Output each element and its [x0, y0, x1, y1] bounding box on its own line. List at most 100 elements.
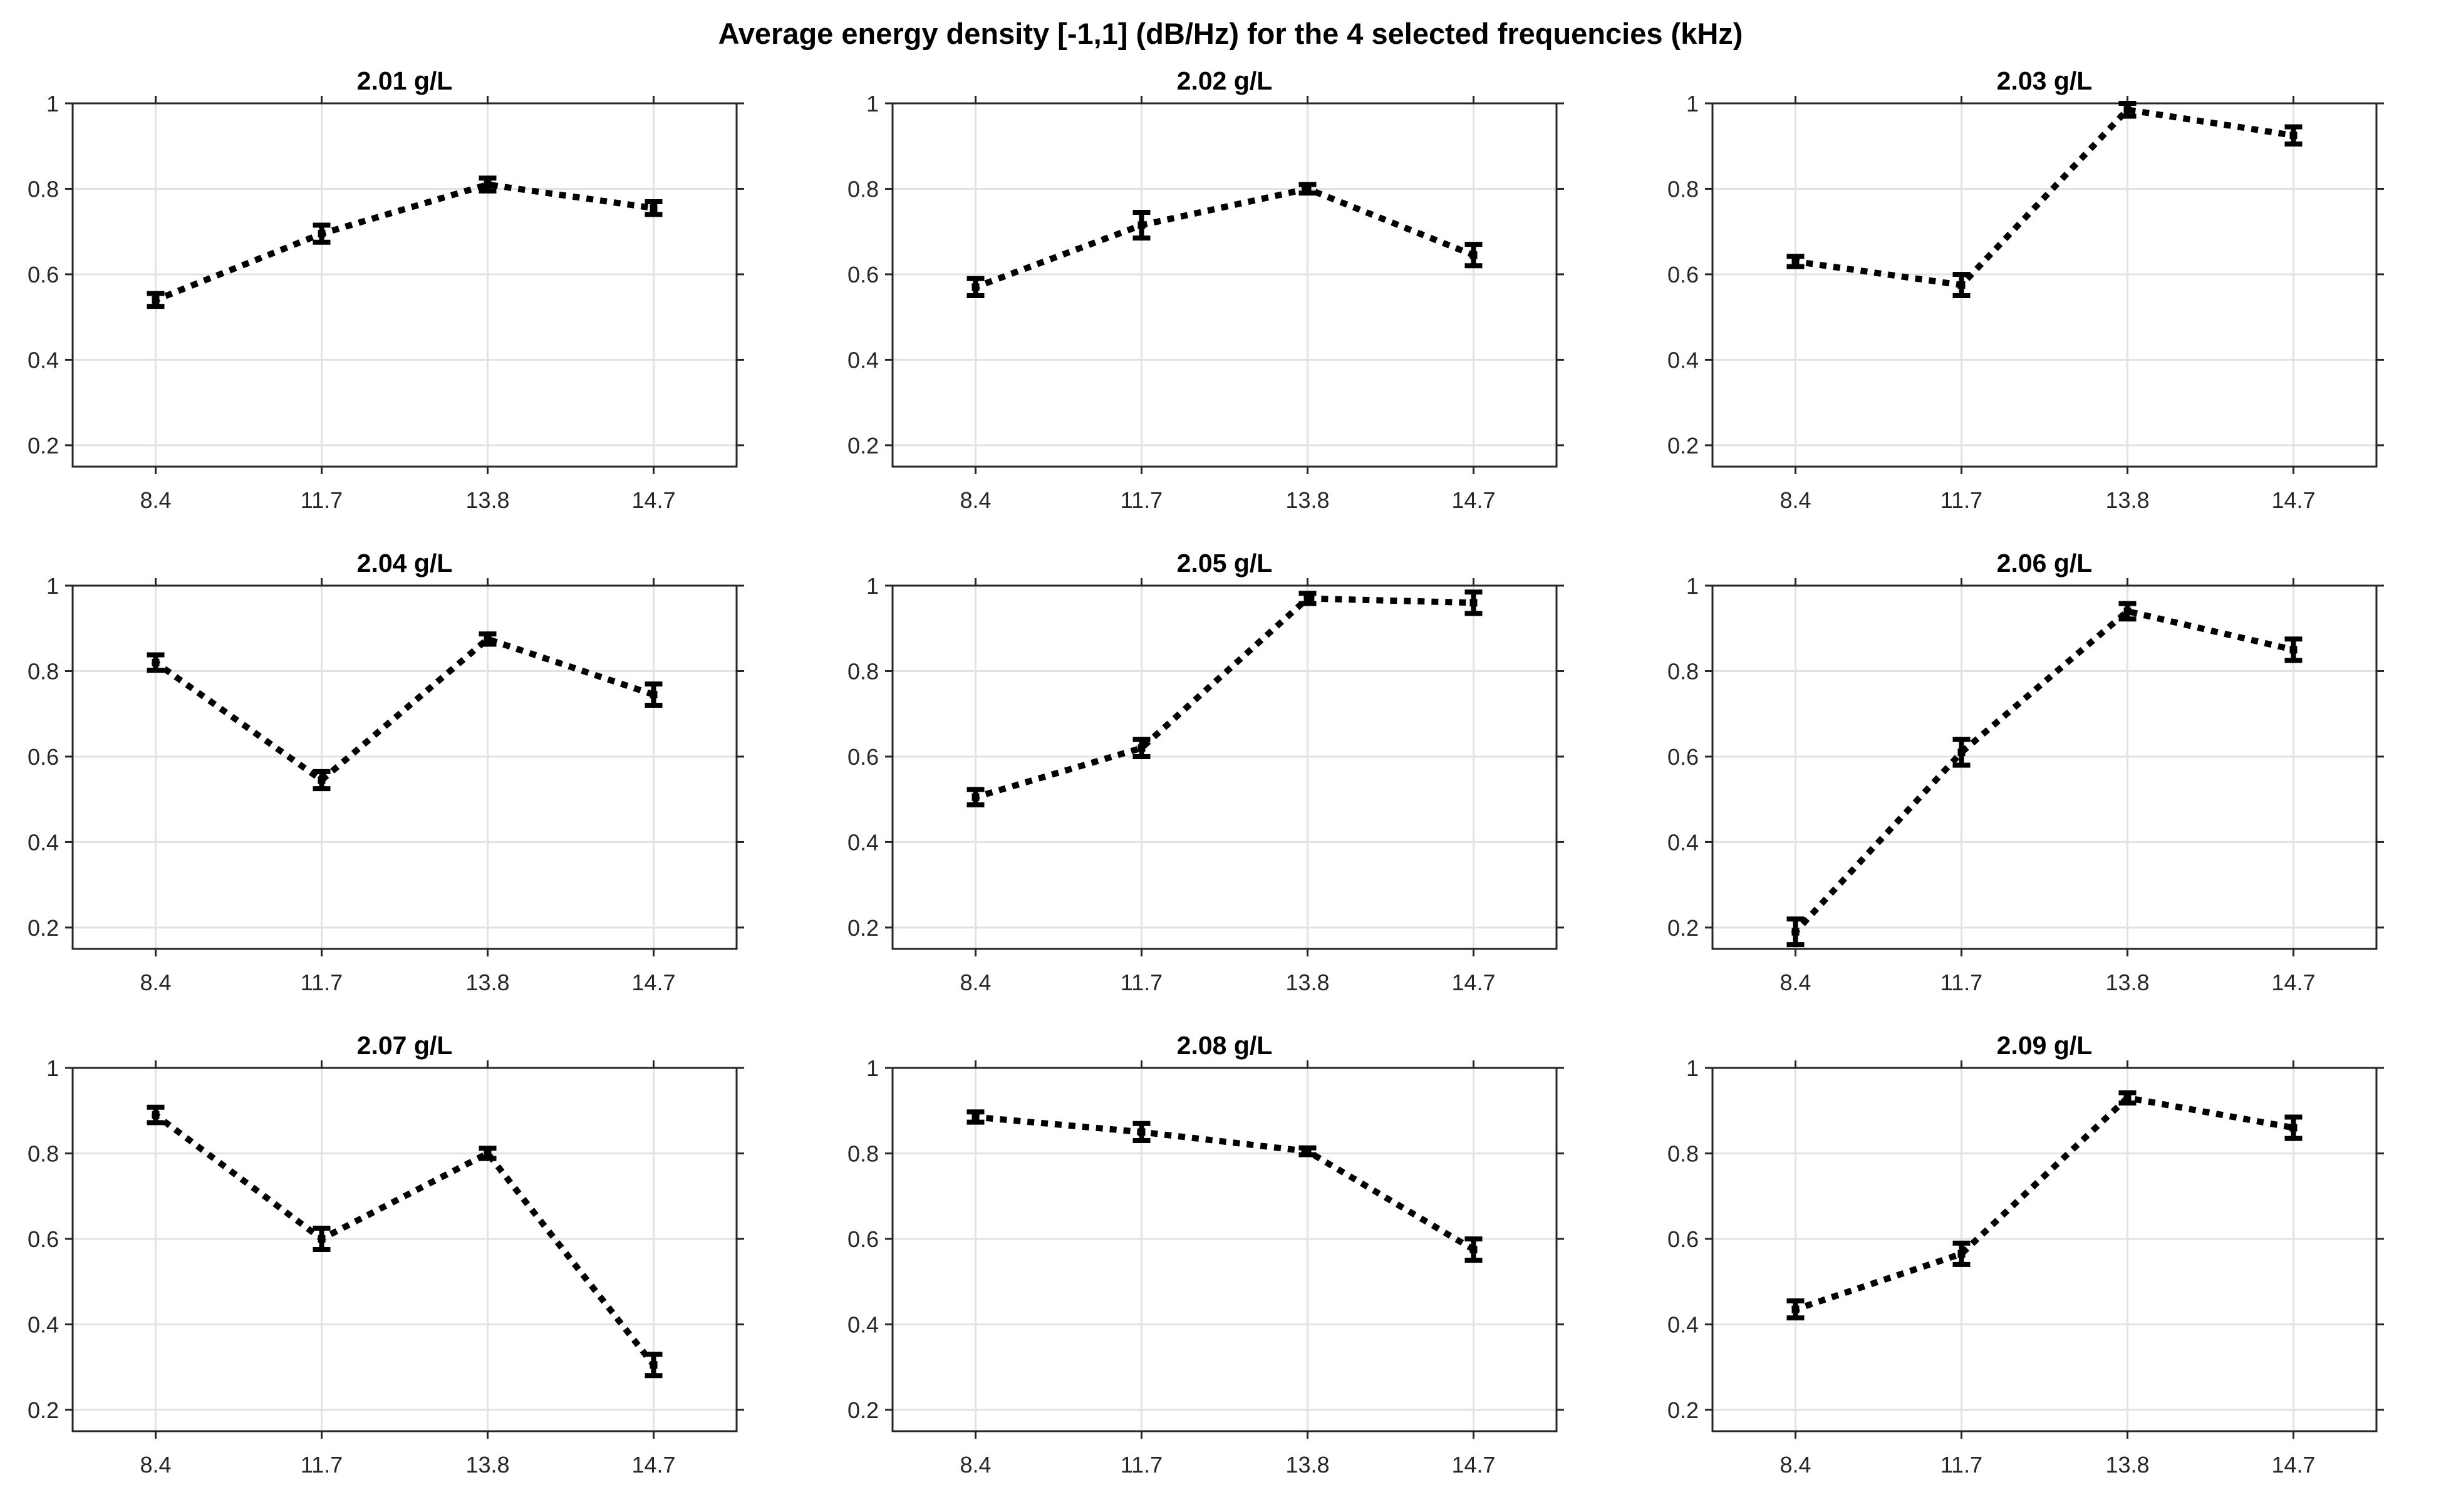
y-tick-label: 0.6 — [28, 262, 59, 287]
y-tick-label: 0.2 — [1667, 1397, 1699, 1423]
y-tick-label: 0.4 — [847, 829, 879, 855]
subplot-title: 2.02 g/L — [1177, 66, 1273, 95]
x-tick-label: 8.4 — [1780, 970, 1811, 995]
y-tick-label: 1 — [1686, 573, 1699, 599]
data-point-marker — [152, 658, 160, 666]
errorbar — [2118, 1090, 2137, 1106]
errorbar — [479, 175, 497, 194]
errorbar — [966, 787, 985, 808]
y-tick-label: 0.4 — [1667, 829, 1699, 855]
data-point-marker — [971, 1113, 980, 1121]
subplot-cell: 1 0.8 0.6 0.4 0.2 8.4 11.7 13.8 14.7 2.07 g/L — [1, 1024, 821, 1506]
data-point-marker — [484, 1149, 492, 1157]
x-tick-label: 13.8 — [465, 487, 509, 513]
subplot-chart: 1 0.8 0.6 0.4 0.2 8.4 11.7 13.8 14.7 2.09 g/L — [1640, 1024, 2460, 1506]
x-tick-label: 14.7 — [2271, 1452, 2315, 1478]
y-tick-label: 0.8 — [28, 658, 59, 684]
data-point-marker — [1791, 1305, 1800, 1313]
data-point-marker — [1137, 744, 1146, 752]
axes-box — [1711, 102, 2378, 468]
plot-background — [1640, 1024, 2460, 1506]
errorbar — [479, 631, 497, 647]
figure-title: Average energy density [-1,1] (dB/Hz) fo… — [718, 17, 1743, 50]
data-point-marker — [152, 1111, 160, 1119]
subplot-cell: 1 0.8 0.6 0.4 0.2 8.4 11.7 13.8 14.7 2.04 g/L — [1, 542, 821, 1024]
y-tick-label: 0.8 — [1667, 1141, 1699, 1166]
data-point-marker — [1791, 928, 1800, 936]
y-tick-label: 1 — [46, 91, 59, 117]
x-tick-label: 14.7 — [631, 1452, 675, 1478]
data-point-marker — [1303, 1147, 1312, 1156]
errorbar — [1952, 271, 1971, 299]
y-tick-label: 0.8 — [28, 176, 59, 202]
data-point-marker — [1137, 1128, 1146, 1136]
errorbar — [1952, 1240, 1971, 1267]
x-tick-label: 8.4 — [140, 1452, 171, 1478]
errorbar — [2284, 1114, 2303, 1141]
subplot-cell: 1 0.8 0.6 0.4 0.2 8.4 11.7 13.8 14.7 2.01 g/L — [1, 60, 821, 542]
axes-box — [1711, 1067, 2378, 1432]
errorbar — [966, 1109, 985, 1125]
x-tick-label: 13.8 — [465, 1452, 509, 1478]
x-tick-label: 11.7 — [1121, 970, 1163, 995]
errorbar — [1132, 1121, 1151, 1143]
errorbar — [1132, 210, 1151, 241]
y-tick-label: 0.2 — [28, 433, 59, 458]
y-tick-label: 0.6 — [847, 262, 879, 287]
data-point-marker — [318, 776, 326, 784]
subplot-chart: 1 0.8 0.6 0.4 0.2 8.4 11.7 13.8 14.7 2.07 g/L — [1, 1024, 821, 1506]
x-tick-label: 8.4 — [1780, 487, 1811, 513]
x-tick-label: 11.7 — [1940, 1452, 1982, 1478]
errorbar — [2118, 101, 2137, 119]
plot-background — [1, 60, 821, 542]
x-tick-label: 13.8 — [1285, 1452, 1329, 1478]
errorbar — [1952, 737, 1971, 768]
plot-background — [1, 542, 821, 1024]
subplot-chart: 1 0.8 0.6 0.4 0.2 8.4 11.7 13.8 14.7 2.03 g/L — [1640, 60, 2460, 542]
errorbar — [479, 1146, 497, 1161]
y-tick-label: 0.8 — [847, 658, 879, 684]
data-line — [1791, 1094, 2298, 1313]
y-tick-label: 0.4 — [1667, 1312, 1699, 1337]
x-tick-label: 11.7 — [1121, 1452, 1163, 1478]
y-tick-label: 0.6 — [1667, 262, 1699, 287]
data-point-marker — [318, 1235, 326, 1243]
subplot-title: 2.09 g/L — [1997, 1031, 2093, 1060]
axes-box — [71, 584, 738, 950]
x-tick-label: 11.7 — [301, 970, 343, 995]
data-line — [152, 181, 658, 304]
subplot-title: 2.05 g/L — [1177, 549, 1273, 577]
data-line — [1791, 608, 2298, 936]
errorbar — [1786, 254, 1805, 269]
subplot-cell: 1 0.8 0.6 0.4 0.2 8.4 11.7 13.8 14.7 2.08 g/L — [821, 1024, 1640, 1506]
y-tick-label: 0.4 — [847, 347, 879, 373]
errorbar — [645, 1352, 663, 1379]
data-point-marker — [2289, 132, 2298, 140]
plot-background — [821, 542, 1640, 1024]
y-tick-label: 0.2 — [1667, 433, 1699, 458]
data-point-marker — [971, 283, 980, 291]
subplot-title: 2.08 g/L — [1177, 1031, 1273, 1060]
subplot-chart: 1 0.8 0.6 0.4 0.2 8.4 11.7 13.8 14.7 2.05 g/L — [821, 542, 1640, 1024]
errorbar — [313, 769, 331, 792]
data-point-marker — [2123, 607, 2132, 615]
y-tick-label: 0.6 — [1667, 744, 1699, 770]
plot-background — [821, 1024, 1640, 1506]
y-tick-label: 0.2 — [28, 915, 59, 941]
y-tick-label: 0.6 — [847, 744, 879, 770]
x-tick-label: 14.7 — [2271, 970, 2315, 995]
data-point-marker — [152, 296, 160, 304]
y-tick-label: 1 — [1686, 1055, 1699, 1081]
errorbar — [1464, 589, 1483, 616]
data-point-marker — [1303, 594, 1312, 603]
errorbar — [2118, 601, 2137, 622]
errorbar — [1298, 1145, 1317, 1157]
axes-box — [891, 1067, 1558, 1432]
y-tick-label: 0.8 — [1667, 658, 1699, 684]
y-tick-label: 0.2 — [1667, 915, 1699, 941]
data-point-marker — [1303, 185, 1312, 193]
x-tick-label: 11.7 — [1940, 970, 1982, 995]
y-tick-label: 0.4 — [28, 829, 59, 855]
plot-background — [821, 60, 1640, 542]
subplot-cell: 1 0.8 0.6 0.4 0.2 8.4 11.7 13.8 14.7 2.02 g/L — [821, 60, 1640, 542]
